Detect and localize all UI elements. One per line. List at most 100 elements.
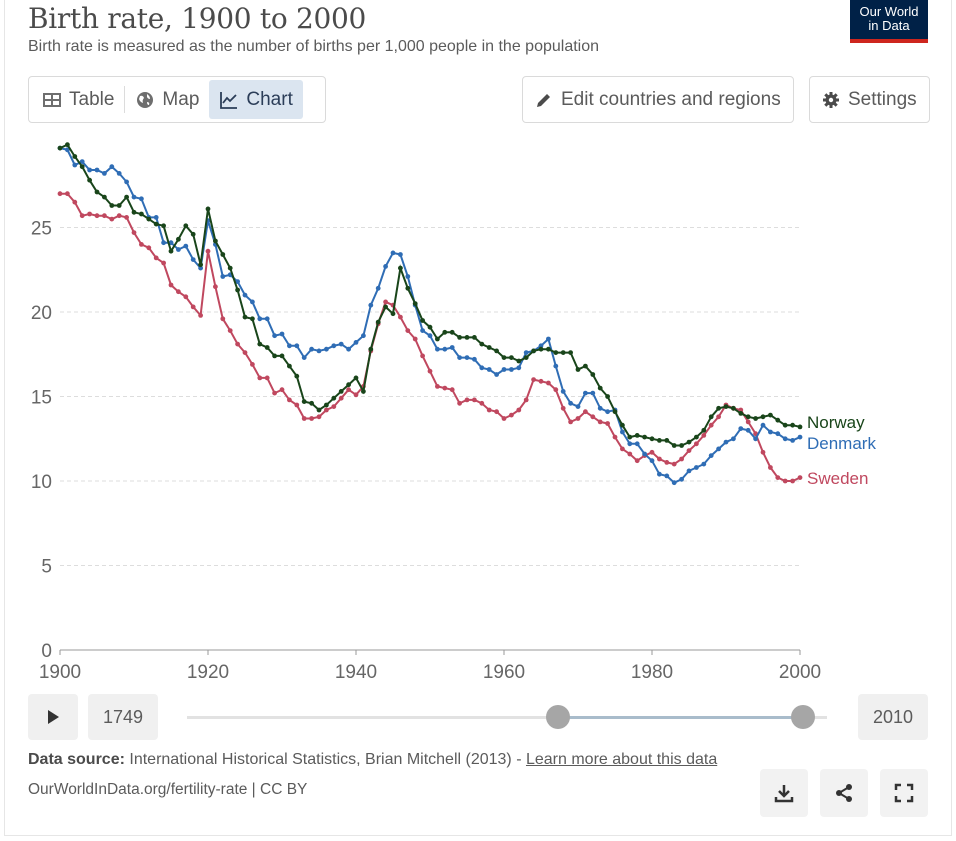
data-point bbox=[72, 199, 78, 205]
data-point bbox=[649, 458, 655, 464]
data-point bbox=[768, 465, 773, 470]
tab-table[interactable]: Table bbox=[32, 80, 124, 119]
data-point bbox=[309, 400, 314, 406]
data-point bbox=[383, 304, 388, 310]
series-denmark bbox=[57, 145, 803, 486]
data-point bbox=[198, 313, 204, 318]
data-point bbox=[531, 348, 536, 354]
data-point bbox=[657, 471, 662, 477]
tab-chart-label: Chart bbox=[246, 88, 293, 110]
pencil-icon bbox=[537, 93, 550, 107]
data-point bbox=[509, 355, 514, 360]
data-point bbox=[671, 443, 677, 448]
series-norway bbox=[57, 142, 803, 448]
timeline-start-year: 1749 bbox=[88, 694, 158, 740]
timeline-track[interactable] bbox=[187, 716, 827, 719]
data-point bbox=[375, 319, 381, 325]
data-point bbox=[605, 394, 610, 399]
share-button[interactable] bbox=[820, 769, 868, 817]
data-point bbox=[620, 446, 625, 452]
data-point bbox=[309, 416, 314, 421]
timeline-start-handle[interactable] bbox=[546, 705, 570, 729]
data-point bbox=[494, 409, 499, 415]
settings-button[interactable]: Settings bbox=[809, 76, 930, 123]
data-source-label: Data source: bbox=[28, 751, 125, 768]
data-point bbox=[738, 411, 744, 416]
data-point bbox=[597, 385, 603, 391]
data-point bbox=[139, 211, 144, 217]
data-point bbox=[620, 422, 625, 428]
tab-map[interactable]: Map bbox=[125, 80, 209, 119]
data-point bbox=[309, 346, 314, 352]
data-point bbox=[153, 255, 159, 261]
data-point bbox=[605, 421, 610, 426]
data-point bbox=[664, 460, 670, 465]
data-point bbox=[671, 461, 677, 467]
fullscreen-icon bbox=[894, 783, 914, 803]
data-point bbox=[294, 402, 300, 408]
edit-countries-button[interactable]: Edit countries and regions bbox=[522, 76, 794, 123]
data-point bbox=[324, 407, 329, 413]
chart-subtitle: Birth rate is measured as the number of … bbox=[28, 38, 600, 55]
data-point bbox=[331, 404, 337, 409]
data-point bbox=[553, 350, 559, 355]
tab-table-label: Table bbox=[69, 88, 115, 110]
y-tick-label: 15 bbox=[31, 388, 52, 409]
data-point bbox=[538, 346, 544, 352]
learn-more-link[interactable]: Learn more about this data bbox=[525, 751, 718, 768]
data-point bbox=[116, 203, 122, 208]
data-source-text: International Historical Statistics, Bri… bbox=[129, 751, 522, 768]
data-point bbox=[287, 363, 292, 369]
data-point bbox=[190, 257, 196, 262]
data-point bbox=[686, 448, 692, 453]
data-point bbox=[139, 242, 144, 247]
data-point bbox=[472, 397, 477, 403]
data-point bbox=[213, 238, 218, 244]
data-point bbox=[575, 367, 581, 372]
data-point bbox=[501, 355, 507, 360]
data-point bbox=[405, 274, 411, 279]
legend-label-norway: Norway bbox=[807, 413, 865, 432]
data-point bbox=[390, 311, 396, 317]
logo-line-2: in Data bbox=[868, 18, 910, 33]
data-point bbox=[420, 328, 425, 333]
data-point bbox=[679, 443, 684, 448]
data-point bbox=[701, 433, 707, 438]
play-button[interactable] bbox=[28, 694, 78, 740]
data-point bbox=[94, 167, 100, 173]
data-point bbox=[264, 316, 270, 322]
data-point bbox=[790, 422, 795, 428]
data-point bbox=[94, 213, 100, 219]
data-point bbox=[368, 346, 374, 352]
source-url[interactable]: OurWorldInData.org/fertility-rate | CC B… bbox=[28, 781, 308, 798]
data-point bbox=[768, 429, 773, 435]
fullscreen-button[interactable] bbox=[880, 769, 928, 817]
download-button[interactable] bbox=[760, 769, 808, 817]
data-point bbox=[57, 145, 63, 151]
data-point bbox=[420, 353, 425, 359]
data-point bbox=[449, 329, 455, 335]
data-point bbox=[753, 436, 758, 442]
data-point bbox=[346, 387, 351, 393]
data-point bbox=[671, 480, 677, 486]
data-point bbox=[716, 414, 721, 420]
x-tick-label: 2000 bbox=[779, 662, 821, 683]
data-point bbox=[390, 250, 396, 256]
data-point bbox=[797, 475, 803, 480]
data-point bbox=[287, 397, 292, 403]
data-point bbox=[153, 215, 159, 220]
data-point bbox=[723, 439, 729, 445]
data-point bbox=[213, 284, 218, 290]
data-point bbox=[272, 333, 277, 339]
data-point bbox=[242, 292, 248, 298]
data-point bbox=[338, 341, 344, 347]
data-point bbox=[257, 341, 263, 347]
legend-label-denmark: Denmark bbox=[807, 434, 876, 453]
data-point bbox=[176, 247, 181, 252]
data-point bbox=[109, 203, 115, 208]
data-point bbox=[353, 340, 359, 345]
timeline-end-handle[interactable] bbox=[791, 705, 815, 729]
tab-chart[interactable]: Chart bbox=[209, 80, 303, 119]
owid-logo[interactable]: Our World in Data bbox=[850, 0, 928, 43]
data-point bbox=[560, 389, 566, 394]
